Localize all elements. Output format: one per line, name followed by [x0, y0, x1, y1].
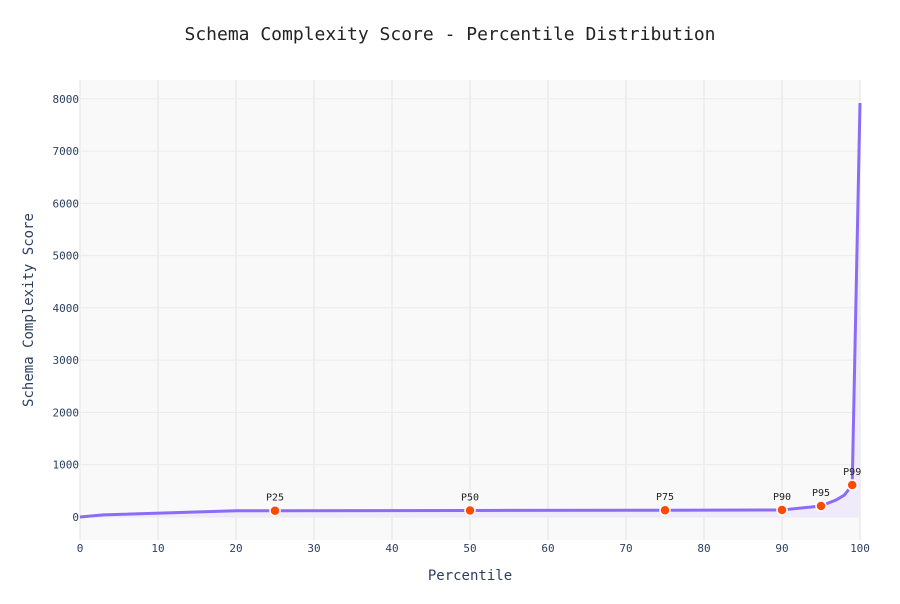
- marker-p50: [464, 504, 476, 517]
- x-tick-label: 50: [463, 542, 476, 555]
- marker-p95: [815, 500, 827, 512]
- y-tick-label: 5000: [53, 250, 80, 263]
- marker-p90: [776, 504, 788, 516]
- marker-label: P50: [461, 492, 479, 503]
- x-tick-label: 30: [307, 542, 320, 555]
- y-tick-label: 4000: [53, 302, 80, 315]
- x-tick-label: 80: [697, 542, 710, 555]
- y-tick-label: 6000: [53, 197, 80, 210]
- marker-p75: [659, 504, 671, 516]
- x-axis-label: Percentile: [428, 568, 512, 584]
- chart-title: Schema Complexity Score - Percentile Dis…: [184, 24, 715, 45]
- y-tick-label: 0: [72, 511, 79, 524]
- x-tick-label: 90: [775, 542, 788, 555]
- x-tick-label: 60: [541, 542, 554, 555]
- x-tick-label: 0: [77, 542, 84, 555]
- x-tick-label: 20: [229, 542, 242, 555]
- x-tick-label: 100: [850, 542, 870, 555]
- marker-label: P99: [843, 467, 861, 478]
- x-tick-label: 10: [151, 542, 164, 555]
- x-tick-label: 70: [619, 542, 632, 555]
- y-tick-label: 2000: [53, 406, 80, 419]
- marker-label: P25: [266, 493, 284, 504]
- y-axis-label: Schema Complexity Score: [21, 213, 37, 407]
- marker-label: P95: [812, 488, 830, 499]
- marker-p25: [269, 504, 281, 517]
- marker-p99: [846, 479, 858, 491]
- x-tick-label: 40: [385, 542, 398, 555]
- marker-label: P75: [656, 492, 674, 503]
- series-line: [79, 102, 862, 519]
- y-tick-label: 8000: [53, 93, 80, 106]
- y-tick-label: 7000: [53, 145, 80, 158]
- y-tick-label: 1000: [53, 459, 80, 472]
- marker-label: P90: [773, 492, 791, 503]
- y-tick-label: 3000: [53, 354, 80, 367]
